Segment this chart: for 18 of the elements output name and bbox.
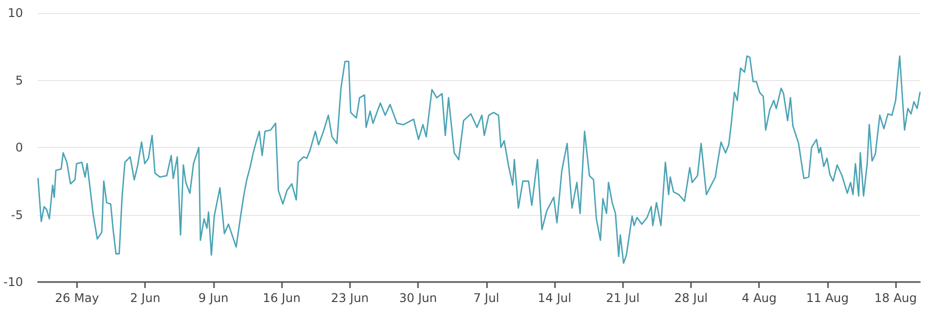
y-tick-label: 5 [15,73,23,88]
x-tick-label: 30 Jun [399,291,438,305]
y-tick-label: -10 [3,275,23,289]
y-tick-label: -5 [11,208,23,222]
x-tick-label: 21 Jul [606,291,640,305]
x-tick-label: 9 Jun [198,291,229,305]
x-tick-label: 4 Aug [742,291,777,305]
y-tick-label: 10 [8,6,23,20]
x-tick-label: 26 May [55,291,99,305]
x-tick-label: 23 Jun [330,291,369,305]
x-tick-label: 2 Jun [130,291,160,305]
y-tick-label: 0 [15,140,23,154]
x-tick-label: 7 Jul [473,291,500,305]
x-tick-label: 14 Jul [538,291,572,305]
x-tick-label: 28 Jul [674,291,708,305]
x-tick-label: 11 Aug [806,291,849,305]
x-tick-label: 18 Aug [874,291,917,305]
x-tick-label: 16 Jun [262,291,301,305]
